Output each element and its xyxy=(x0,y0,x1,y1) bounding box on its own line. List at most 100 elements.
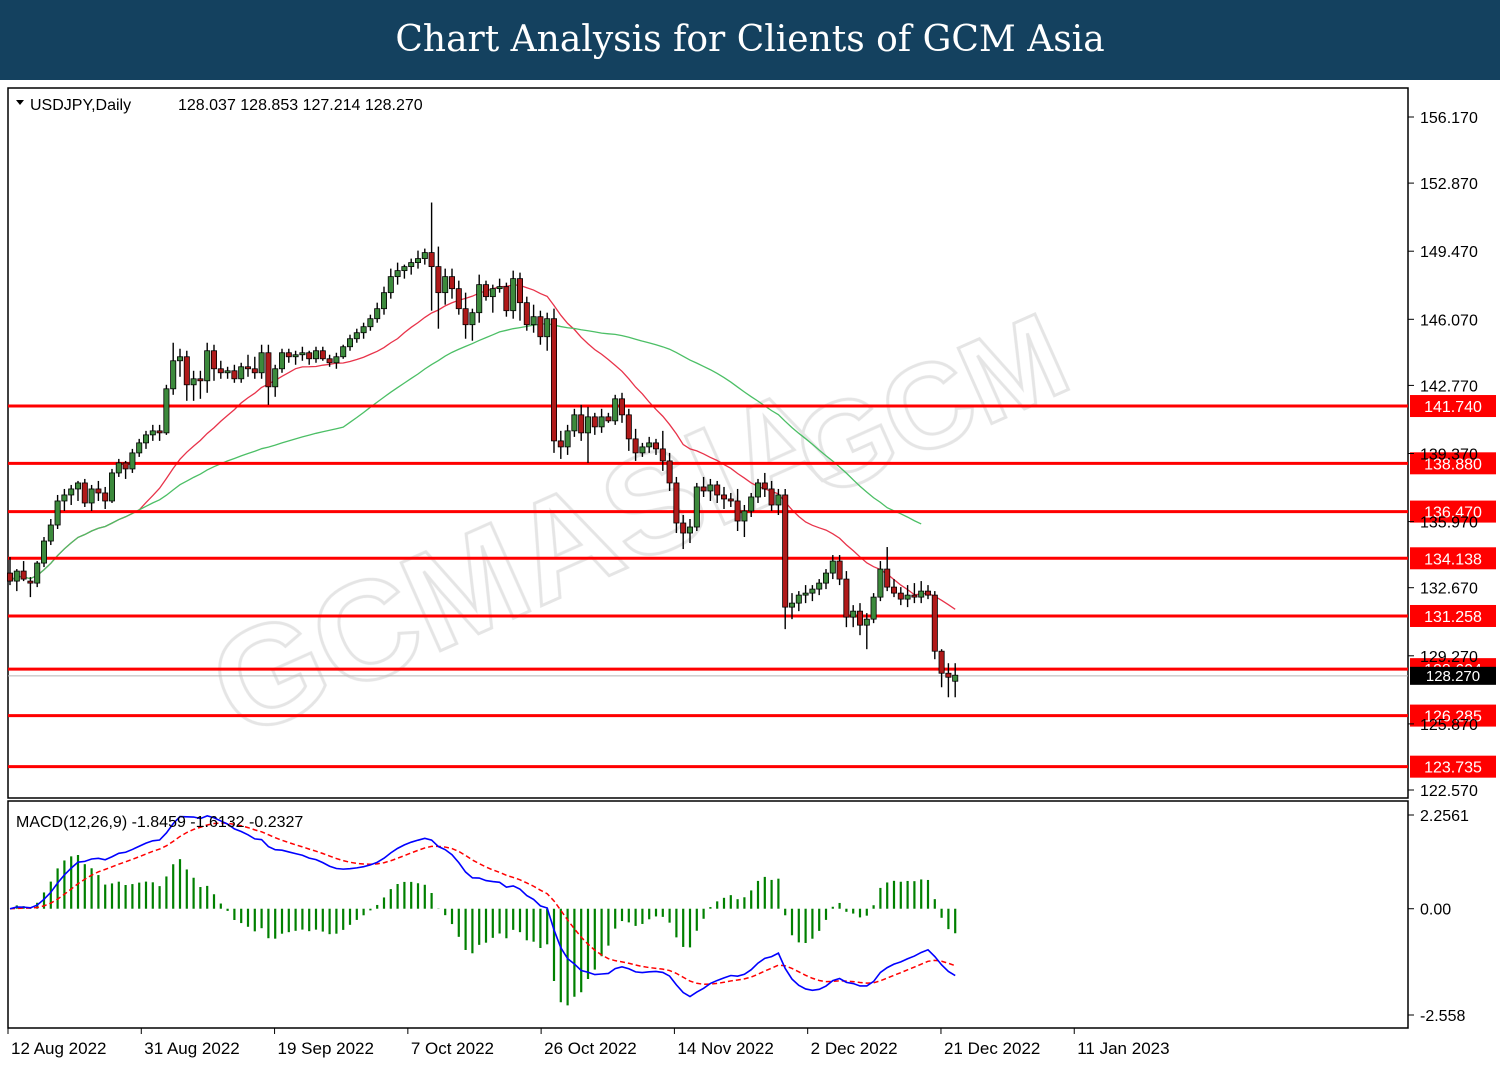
candle-body xyxy=(700,486,707,492)
moving-averages xyxy=(9,284,956,610)
candle-28 xyxy=(197,370,204,399)
candle-body xyxy=(41,540,48,564)
candle-body xyxy=(401,266,408,272)
level-label-6: 126.285 xyxy=(1424,709,1482,726)
candle-body xyxy=(54,500,61,526)
candle-65 xyxy=(448,268,455,299)
candle-body xyxy=(782,494,789,608)
candle-body xyxy=(659,448,666,462)
candle-132 xyxy=(904,585,911,608)
candle-body xyxy=(102,492,109,502)
candle-42 xyxy=(292,350,299,365)
candle-113 xyxy=(775,488,782,515)
level-label-7: 123.735 xyxy=(1424,760,1482,777)
candle-body xyxy=(448,276,455,290)
candle-13 xyxy=(95,480,102,501)
candle-body xyxy=(285,352,292,358)
candle-10 xyxy=(75,480,82,501)
candle-100 xyxy=(687,518,694,544)
candle-89 xyxy=(612,394,619,425)
candle-body xyxy=(605,416,612,422)
candle-32 xyxy=(224,366,231,379)
candle-90 xyxy=(619,392,626,423)
candle-26 xyxy=(183,350,190,401)
candle-58 xyxy=(401,264,408,279)
candle-body xyxy=(109,472,116,502)
candle-body xyxy=(265,352,272,388)
candle-96 xyxy=(659,430,666,471)
candle-body xyxy=(673,482,680,524)
candle-body xyxy=(503,286,510,312)
candle-119 xyxy=(816,579,823,596)
candle-body xyxy=(904,594,911,600)
price-tick-label-0: 156.170 xyxy=(1420,110,1478,127)
candle-body xyxy=(564,430,571,448)
candle-body xyxy=(666,460,673,484)
candle-64 xyxy=(442,268,449,305)
candle-0 xyxy=(7,557,13,586)
candle-97 xyxy=(666,452,673,491)
candle-body xyxy=(727,498,734,502)
candle-70 xyxy=(482,280,489,301)
candle-127 xyxy=(870,593,877,624)
candle-body xyxy=(95,488,102,494)
candle-body xyxy=(340,346,347,358)
candle-body xyxy=(47,524,54,542)
candle-body xyxy=(333,356,340,364)
candle-98 xyxy=(673,476,680,534)
candle-62 xyxy=(428,202,435,311)
candle-body xyxy=(435,266,442,294)
candle-3 xyxy=(27,577,34,598)
candle-body xyxy=(380,292,387,310)
price-tick-label-2: 149.470 xyxy=(1420,244,1478,261)
candle-body xyxy=(863,618,870,626)
candle-body xyxy=(414,258,421,264)
price-tick-label-6: 135.970 xyxy=(1420,515,1478,532)
candle-40 xyxy=(278,348,285,373)
candle-104 xyxy=(714,480,721,503)
candle-body xyxy=(156,430,163,434)
macd-tick-label-0: 2.2561 xyxy=(1420,808,1469,825)
candle-body xyxy=(646,442,653,448)
candle-body xyxy=(197,378,204,382)
candle-body xyxy=(251,368,258,374)
candle-body xyxy=(734,500,741,522)
candle-125 xyxy=(857,603,864,636)
candle-body xyxy=(809,588,816,594)
candle-99 xyxy=(680,514,687,550)
candle-body xyxy=(115,462,122,474)
candle-48 xyxy=(333,352,340,369)
candle-30 xyxy=(210,344,217,381)
candle-16 xyxy=(115,458,122,477)
candle-11 xyxy=(81,478,88,507)
candle-5 xyxy=(41,537,48,568)
candle-body xyxy=(496,286,503,290)
candle-78 xyxy=(537,310,544,345)
candle-82 xyxy=(564,424,571,455)
candle-body xyxy=(857,610,864,626)
candle-38 xyxy=(265,344,272,405)
candle-112 xyxy=(768,480,775,511)
candle-14 xyxy=(102,486,109,509)
chevron-down-icon[interactable] xyxy=(16,100,24,105)
candle-body xyxy=(394,270,401,278)
candle-69 xyxy=(476,274,483,323)
candle-body xyxy=(829,560,836,574)
candle-124 xyxy=(850,605,857,628)
candle-body xyxy=(557,440,564,448)
candle-body xyxy=(870,596,877,620)
candle-74 xyxy=(510,270,517,319)
candle-110 xyxy=(755,478,762,503)
candle-8 xyxy=(61,488,68,511)
candle-114 xyxy=(782,488,789,630)
candle-37 xyxy=(258,344,265,379)
candle-95 xyxy=(653,438,660,455)
date-label-6: 2 Dec 2022 xyxy=(811,1039,898,1058)
candle-117 xyxy=(802,585,809,604)
candle-126 xyxy=(863,613,870,650)
candle-130 xyxy=(891,579,898,598)
candle-body xyxy=(585,416,592,434)
candle-106 xyxy=(727,492,734,507)
candle-9 xyxy=(68,484,75,505)
candle-body xyxy=(7,572,13,582)
